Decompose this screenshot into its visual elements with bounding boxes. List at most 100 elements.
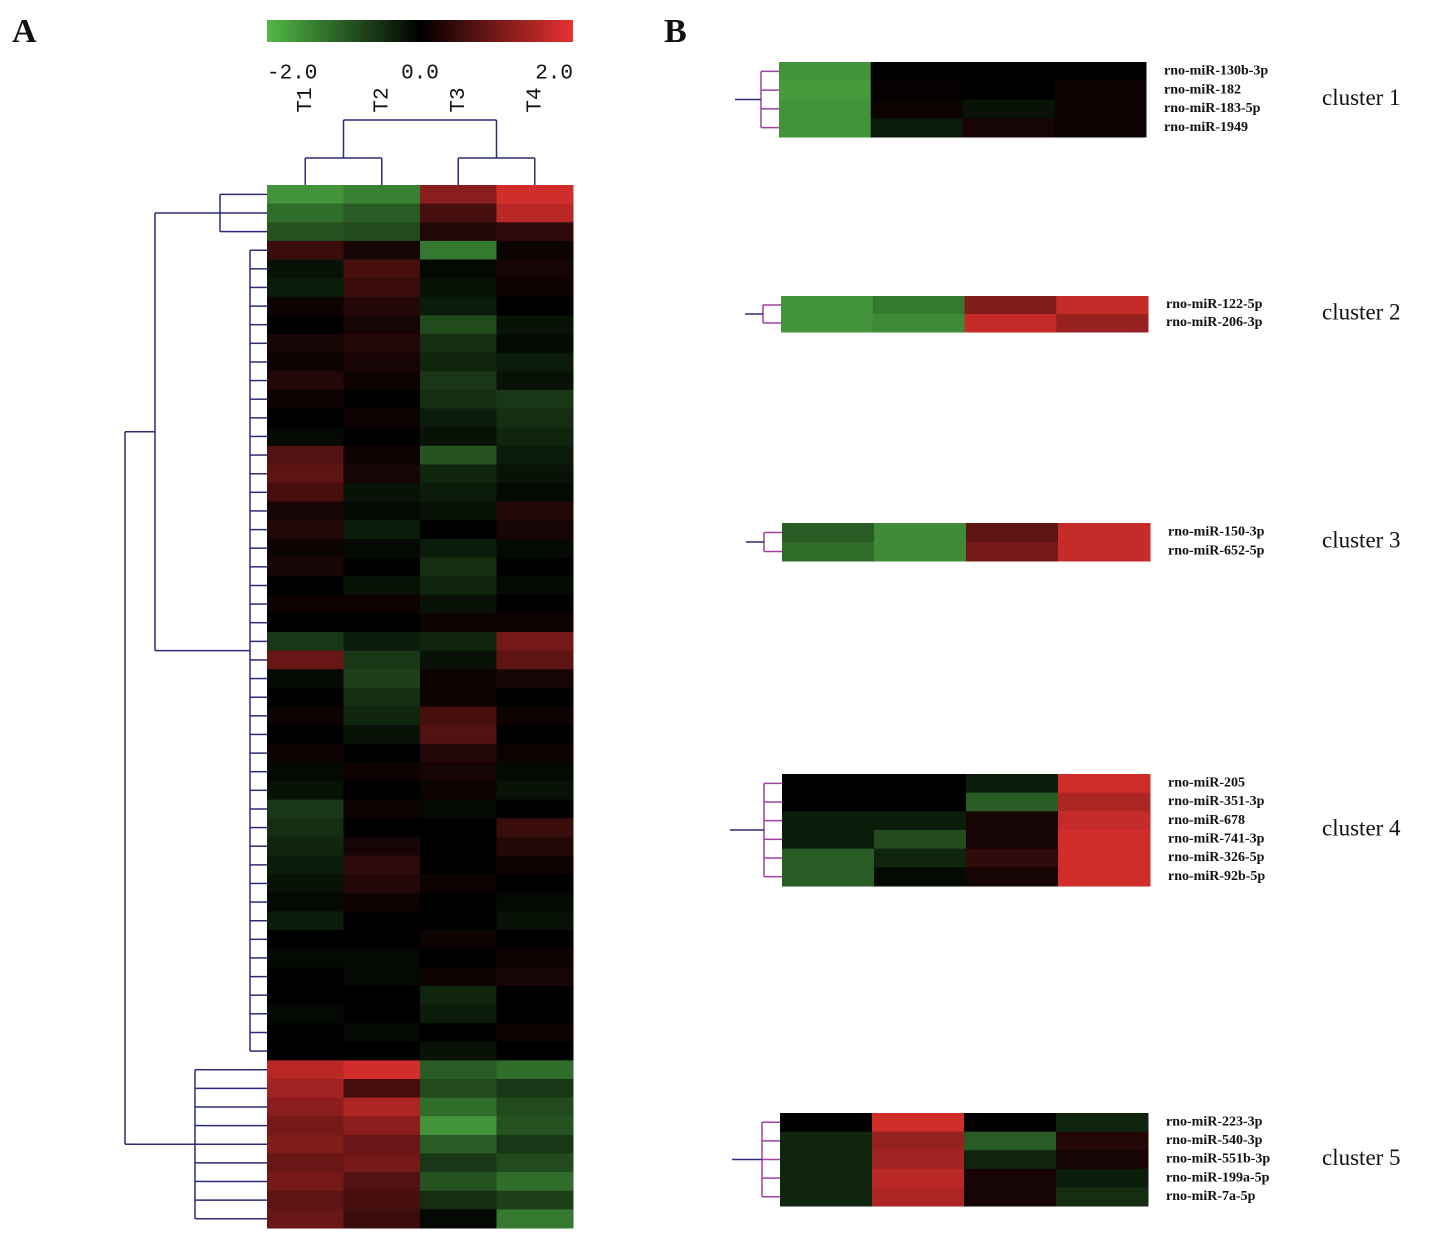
heatmap-cell [267,706,344,726]
heatmap-cell [267,483,344,503]
row-label: rno-miR-1949 [1164,120,1248,135]
heatmap-cell [1056,314,1149,333]
heatmap-cell [872,314,965,333]
heatmap-cell [267,613,344,633]
heatmap-cell [496,948,574,968]
heatmap-cell [496,799,574,819]
heatmap-cell [420,799,497,819]
heatmap-cell [1054,118,1147,138]
heatmap-cell [267,1004,344,1024]
heatmap-cell [496,1209,574,1229]
heatmap-cell [420,557,497,577]
heatmap-cell [496,222,574,242]
heatmap-cell [343,836,421,856]
heatmap-cell [782,830,875,850]
heatmap-cell [420,464,497,484]
heatmap-cell [1058,830,1151,850]
heatmap-cell [1054,62,1147,82]
heatmap-cell [343,483,421,503]
heatmap-cell [420,352,497,372]
row-label: rno-miR-540-3p [1166,1133,1263,1148]
heatmap-cell [780,1150,873,1170]
heatmap-cell [267,1190,344,1210]
heatmap-cell [872,1150,965,1170]
heatmap-cell [496,1004,574,1024]
heatmap-cell [420,1079,497,1099]
heatmap-cell [966,774,1059,794]
row-label: rno-miR-551b-3p [1166,1152,1270,1167]
heatmap-cell [420,706,497,726]
heatmap-cell [267,1079,344,1099]
row-label: rno-miR-678 [1168,813,1245,828]
heatmap-cell [343,352,421,372]
heatmap-cell [496,352,574,372]
heatmap-cell [966,792,1059,812]
heatmap-cell [267,855,344,875]
heatmap-cell [267,1023,344,1043]
row-label: rno-miR-150-3p [1168,525,1265,540]
heatmap-cell [782,774,875,794]
heatmap-cell [420,1209,497,1229]
heatmap-cell [420,501,497,521]
heatmap-cell [496,669,574,689]
heatmap-cell [496,371,574,391]
heatmap-cell [420,520,497,540]
heatmap-cell [420,687,497,707]
heatmap-cell [267,427,344,447]
heatmap-cell [343,1041,421,1061]
heatmap-cell [874,811,967,831]
heatmap-cell [343,1004,421,1024]
heatmap-cell [420,576,497,596]
heatmap-cell [874,774,967,794]
heatmap-cell [267,259,344,279]
heatmap-cell [1056,1168,1149,1188]
heatmap-cell [496,1097,574,1117]
heatmap-cell [343,1023,421,1043]
heatmap-cell [267,464,344,484]
heatmap-cell [267,650,344,670]
heatmap-cell [1056,1187,1149,1207]
heatmap-cell [343,725,421,745]
heatmap-cell [780,1131,873,1151]
heatmap-cell [343,632,421,652]
heatmap-cell [496,930,574,950]
heatmap-cell [420,203,497,223]
heatmap-cell [420,781,497,801]
heatmap-cell [267,576,344,596]
heatmap-cell [343,1060,421,1080]
heatmap-cell [874,542,967,562]
heatmap-cell [343,799,421,819]
heatmap-cell [420,1060,497,1080]
panel-label: B [664,13,687,50]
heatmap-cell [267,911,344,931]
heatmap-cell [782,867,875,887]
heatmap-cell [343,408,421,428]
heatmap-cell [1054,80,1147,100]
heatmap-cell [496,408,574,428]
heatmap-cell [267,818,344,838]
heatmap-cell [496,613,574,633]
heatmap-cell [964,296,1057,315]
heatmap-cell [964,1131,1057,1151]
heatmap-cell [343,501,421,521]
heatmap-cell [781,314,874,333]
heatmap-cell [420,967,497,987]
heatmap-cell [343,594,421,614]
heatmap-cell [267,352,344,372]
heatmap-cell [343,650,421,670]
heatmap-cell [343,762,421,782]
heatmap-cell [496,985,574,1005]
heatmap-cell [874,523,967,543]
heatmap-cell [962,80,1055,100]
heatmap-cell [496,687,574,707]
row-label: rno-miR-130b-3p [1164,64,1268,79]
heatmap-cell [343,985,421,1005]
heatmap-cell [782,848,875,868]
heatmap-cell [780,1168,873,1188]
cluster-name: cluster 2 [1322,299,1401,324]
heatmap-cell [496,1134,574,1154]
heatmap-cell [267,278,344,298]
heatmap-cell [343,222,421,242]
heatmap-cell [420,892,497,912]
heatmap-cell [267,389,344,409]
